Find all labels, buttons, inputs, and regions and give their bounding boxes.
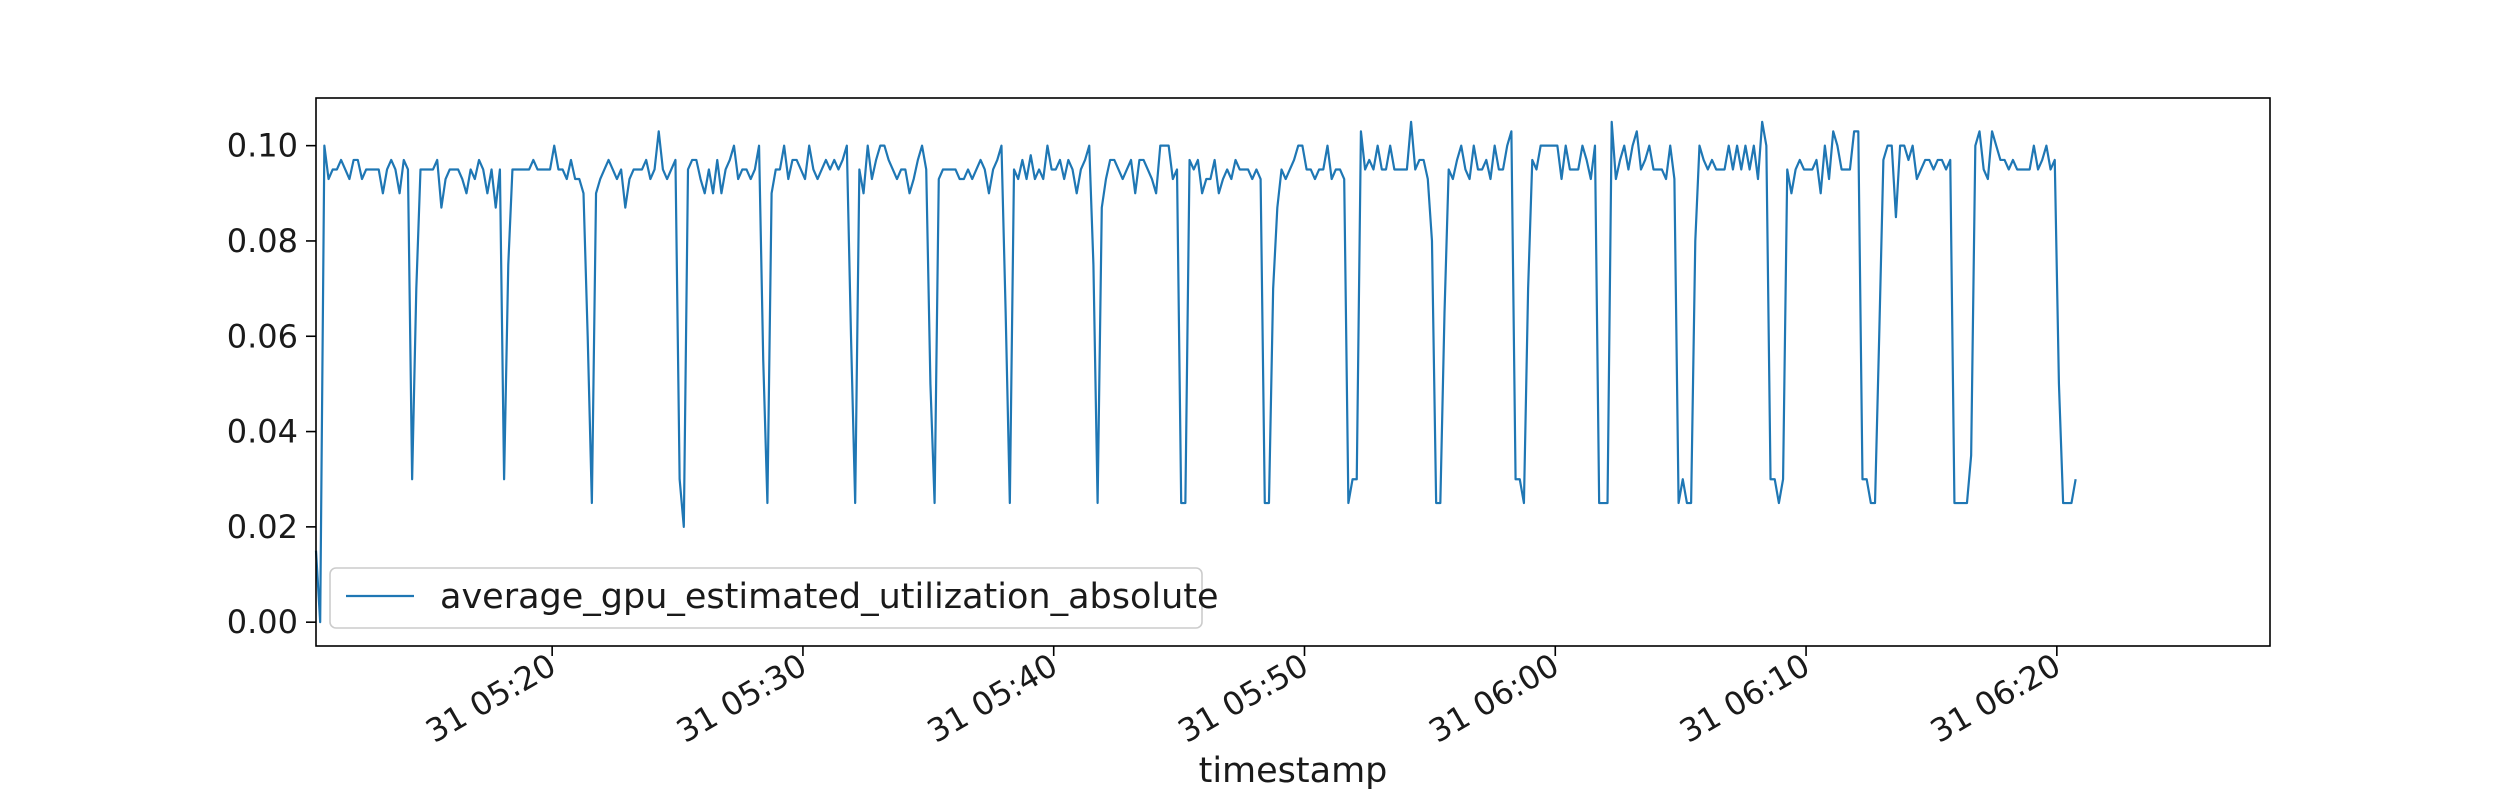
x-tick-label: 31 05:50 <box>1172 646 1315 750</box>
x-tick-label: 31 06:00 <box>1422 646 1565 750</box>
plot-area-background <box>316 98 2270 646</box>
x-axis-title: timestamp <box>1199 751 1388 791</box>
series-layer <box>314 120 2077 624</box>
x-tick-label: 31 05:30 <box>670 646 813 750</box>
plot-frame <box>315 97 2271 647</box>
x-axis: 31 05:20 31 05:30 31 05:40 31 05:50 31 06:00… <box>419 646 2067 750</box>
legend: average_gpu_estimated_utilization_absolu… <box>329 567 1219 629</box>
legend-box <box>329 567 1203 629</box>
y-tick-label: 0.10 <box>227 127 298 165</box>
legend-label: average_gpu_estimated_utilization_absolu… <box>440 577 1219 617</box>
x-tick-label: 31 06:10 <box>1673 646 1816 750</box>
y-tick-label: 0.02 <box>227 508 298 546</box>
series-line <box>314 120 2077 624</box>
y-tick-label: 0.00 <box>227 603 298 641</box>
y-tick-label: 0.08 <box>227 222 298 260</box>
y-tick-label: 0.06 <box>227 317 298 355</box>
x-tick-label: 31 06:20 <box>1924 646 2067 750</box>
x-tick-label: 31 05:20 <box>419 646 562 750</box>
y-axis: 0.00 0.02 0.04 0.06 0.08 0.10 <box>227 127 316 641</box>
x-tick-label: 31 05:40 <box>921 646 1064 750</box>
y-tick-label: 0.04 <box>227 413 298 451</box>
